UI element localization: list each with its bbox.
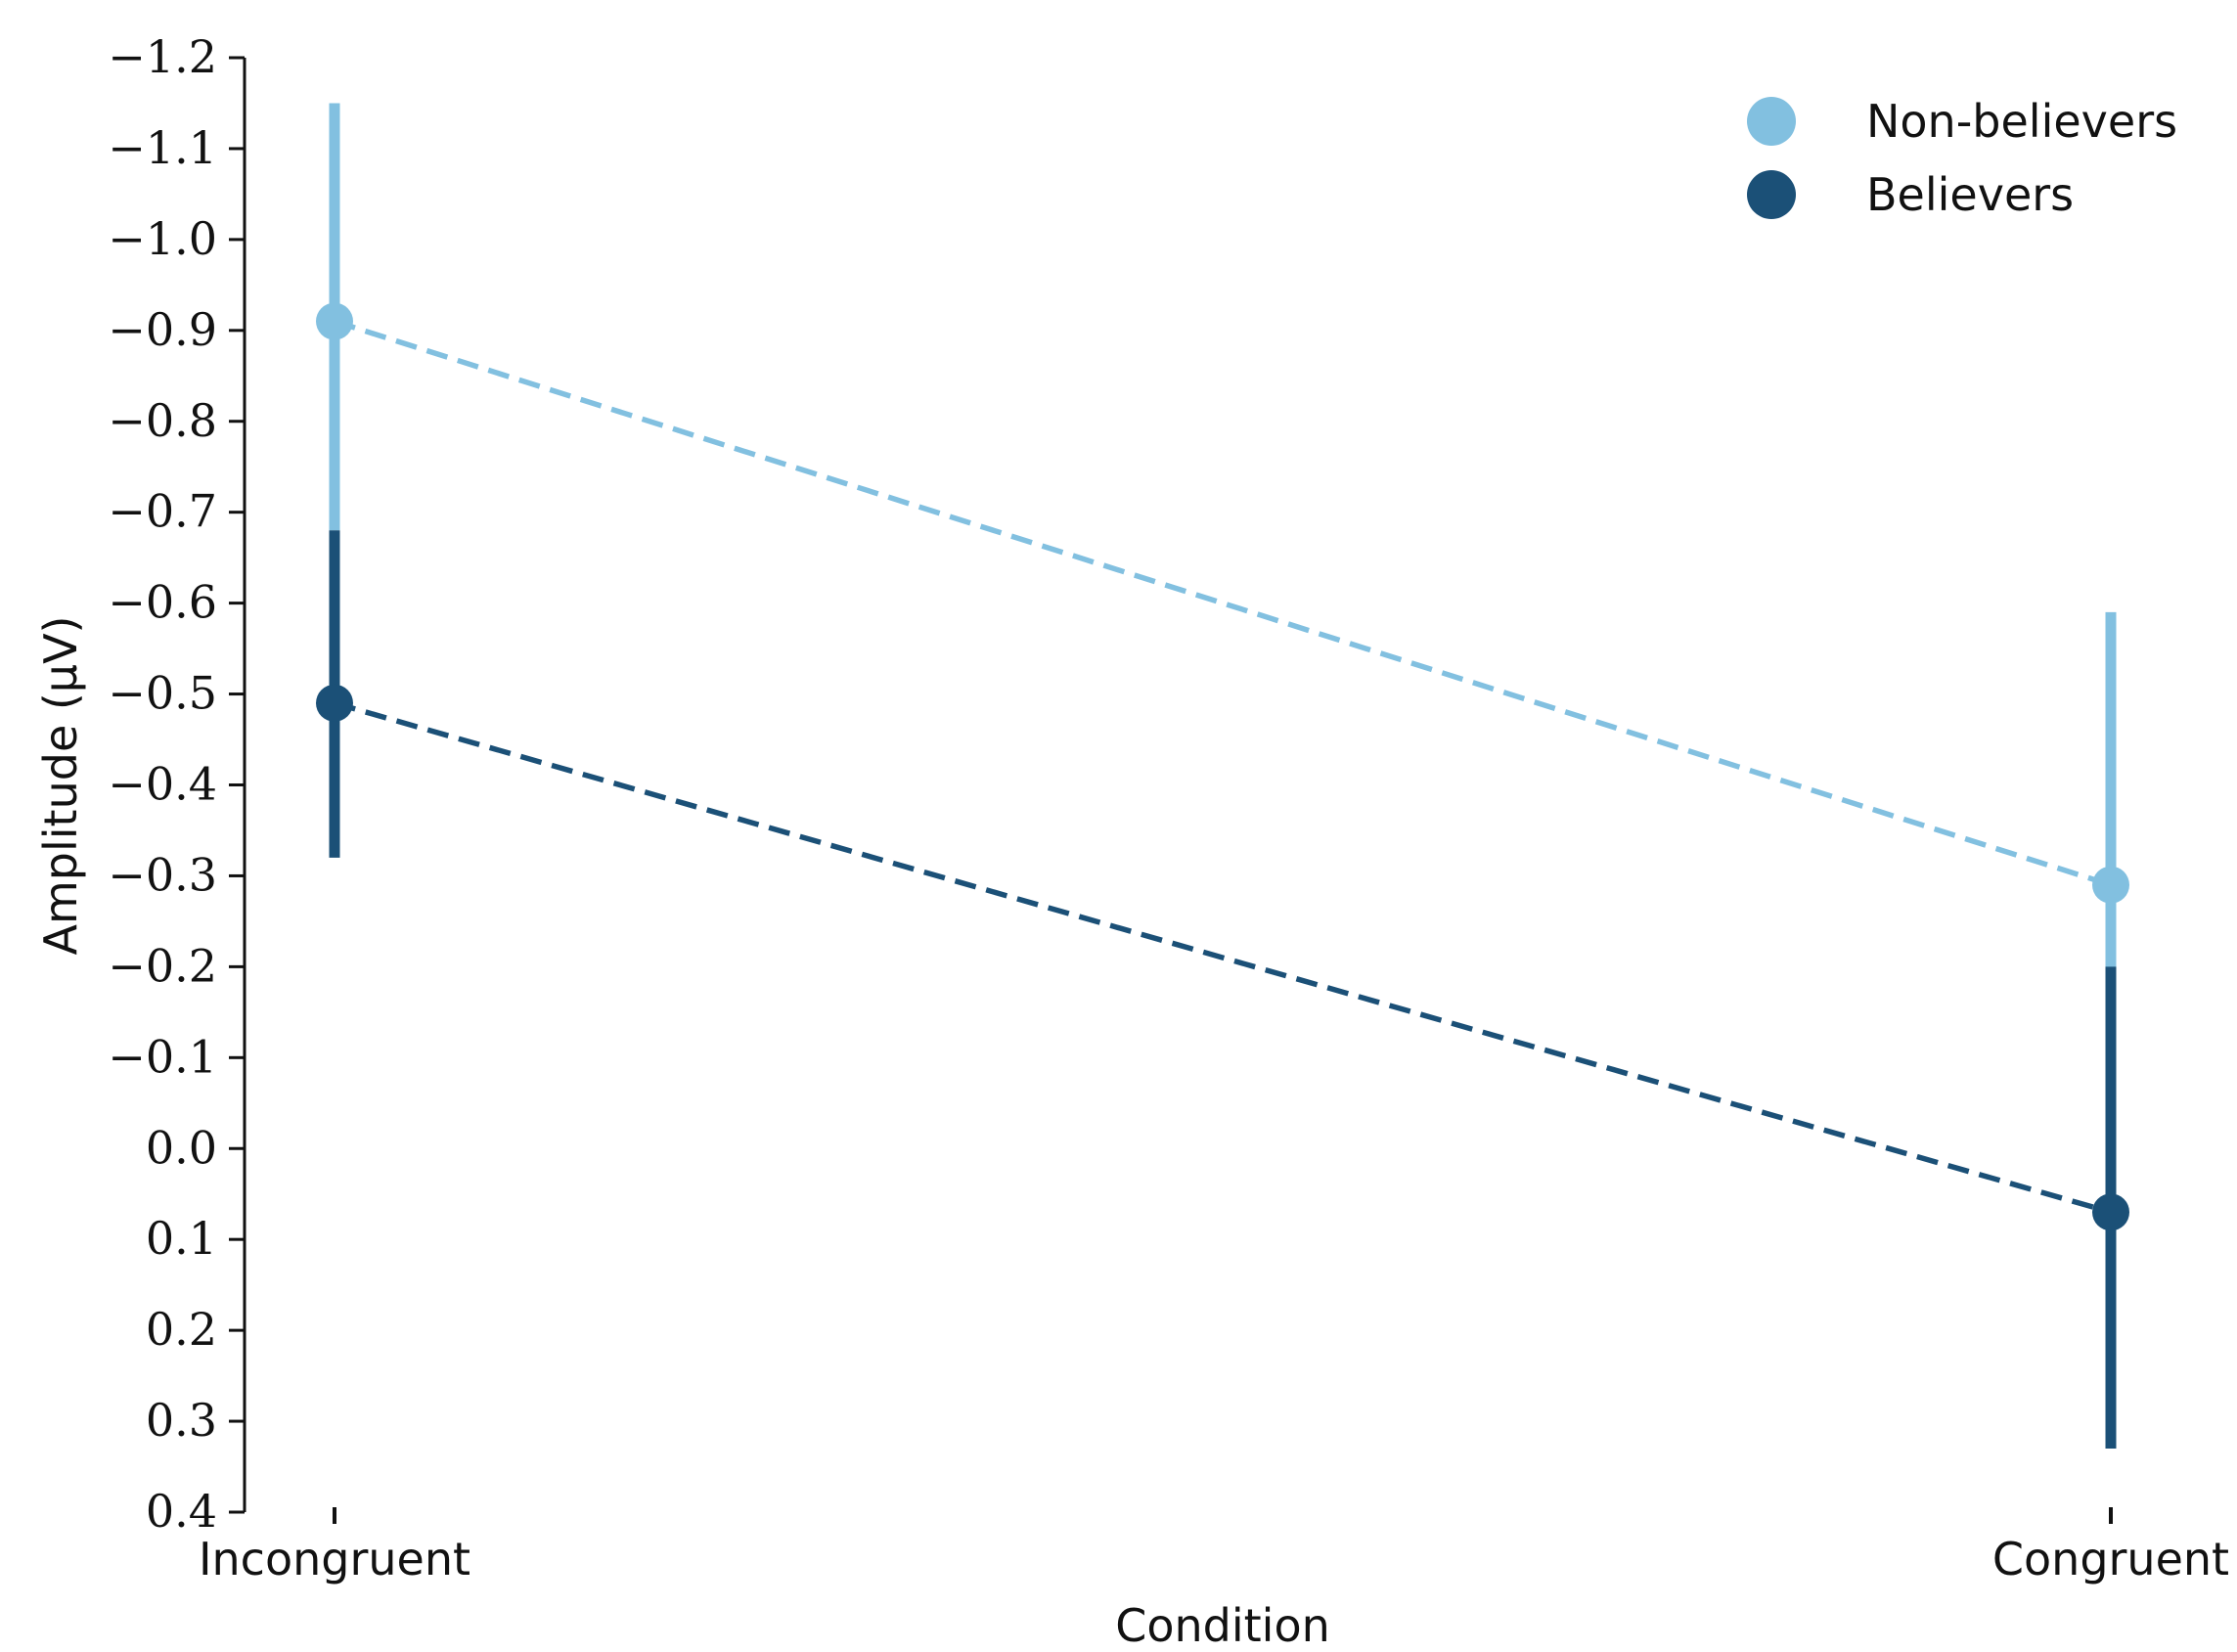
x-axis-title: Condition [1115,1599,1330,1652]
series-group [316,103,2129,1449]
y-tick-label: 0.0 [146,1121,217,1174]
y-tick-label: 0.3 [146,1394,217,1447]
legend: Non-believers Believers [1747,95,2177,221]
legend-marker [1747,97,1796,146]
y-tick-label: −0.8 [108,394,217,447]
series-line [334,700,2112,1215]
series-1 [316,530,2129,1449]
y-tick-label: −1.0 [108,212,217,265]
series-0 [316,103,2129,976]
legend-label: Believers [1866,168,2074,221]
data-point [2092,1193,2129,1231]
y-tick-label: −1.1 [108,121,217,174]
y-tick-label: −0.3 [108,848,217,901]
y-axis-title: Amplitude (µV) [34,616,87,956]
data-point [316,302,353,340]
x-tick-label: Congruent [1992,1533,2229,1585]
y-tick-label: −1.2 [108,30,217,83]
data-point [2092,866,2129,904]
y-tick-label: 0.4 [146,1485,217,1538]
y-tick-label: 0.1 [146,1212,217,1265]
x-tick-label: Incongruent [199,1533,470,1585]
series-line [334,318,2112,888]
y-tick-label: −0.9 [108,303,217,356]
y-axis-ticks: 0.4 0.3 0.2 0.1 0.0 −0.1 −0.2 −0.3 −0.4 −0.5 −0.6 −… [108,30,245,1538]
y-tick-label: −0.6 [108,576,217,629]
data-point [316,684,353,722]
legend-label: Non-believers [1866,95,2177,148]
y-tick-label: −0.2 [108,939,217,992]
y-tick-label: −0.5 [108,667,217,720]
y-tick-label: −0.7 [108,485,217,538]
y-tick-label: −0.4 [108,758,217,811]
y-tick-label: −0.1 [108,1030,217,1083]
x-axis-ticks: Incongruent Congruent [199,1507,2229,1585]
y-tick-label: 0.2 [146,1303,217,1356]
legend-marker [1747,170,1796,219]
